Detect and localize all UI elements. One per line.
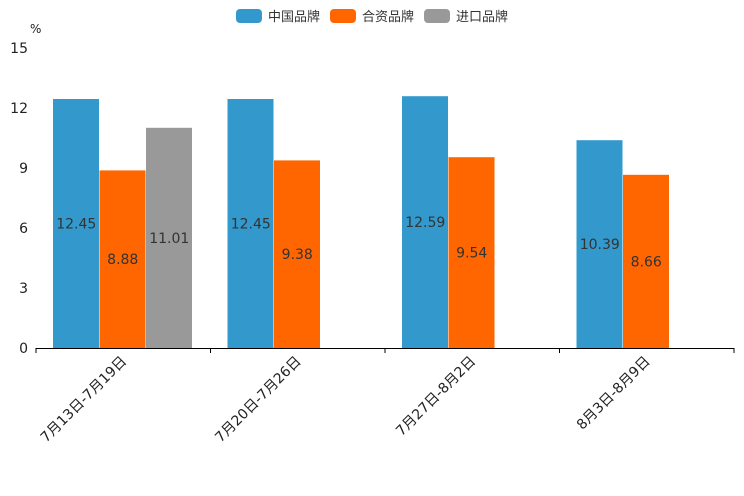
- bars: 12.45 8.88 11.01 12.45 9.38 12.59 9.54 10.39 8.6…: [53, 96, 669, 348]
- y-tick-label: 12: [10, 101, 28, 117]
- y-axis: 0 3 6 9 12 15: [10, 41, 28, 357]
- x-axis: 7月13日-7月19日 7月20日-7月26日 7月27日-8月2日 8月3日-8月9…: [35, 348, 735, 446]
- data-label: 9.38: [282, 247, 313, 263]
- bar-1-4: [576, 140, 623, 348]
- data-label: 10.39: [580, 237, 620, 253]
- data-label: 11.01: [149, 231, 189, 247]
- x-tick-label: 7月27日-8月2日: [393, 354, 479, 440]
- bar-2-3: [448, 157, 495, 348]
- data-label: 8.88: [107, 252, 138, 268]
- x-tick-label: 7月20日-7月26日: [212, 354, 304, 446]
- y-tick-label: 9: [19, 161, 28, 177]
- x-tick-label: 7月13日-7月19日: [38, 354, 130, 446]
- legend-label: 进口品牌: [456, 9, 508, 25]
- legend-item[interactable]: 进口品牌: [424, 9, 508, 25]
- legend-item[interactable]: 中国品牌: [235, 9, 320, 25]
- data-label: 9.54: [456, 246, 487, 262]
- data-label: 12.59: [405, 215, 445, 231]
- y-tick-label: 0: [19, 341, 28, 357]
- legend-swatch: [235, 9, 262, 23]
- data-label: 12.45: [56, 217, 96, 233]
- legend: 中国品牌 合资品牌 进口品牌: [235, 9, 508, 25]
- x-tick-label: 8月3日-8月9日: [574, 354, 654, 434]
- bar-1-2: [227, 99, 274, 348]
- data-label: 12.45: [231, 217, 271, 233]
- bar-2-4: [623, 174, 669, 348]
- legend-item[interactable]: 合资品牌: [329, 9, 414, 25]
- y-unit-label: %: [30, 22, 41, 36]
- bar-2-1: [99, 170, 146, 348]
- y-tick-label: 3: [19, 281, 28, 297]
- legend-label: 合资品牌: [362, 9, 414, 25]
- data-label: 8.66: [631, 254, 662, 270]
- legend-swatch: [424, 9, 451, 23]
- bar-1-3: [402, 96, 448, 348]
- bar-2-2: [274, 160, 320, 348]
- legend-swatch: [329, 9, 356, 23]
- bar-3-1: [146, 127, 192, 348]
- y-tick-label: 15: [10, 41, 28, 57]
- legend-label: 中国品牌: [268, 9, 320, 25]
- bar-1-1: [53, 99, 99, 348]
- y-tick-label: 6: [19, 221, 28, 237]
